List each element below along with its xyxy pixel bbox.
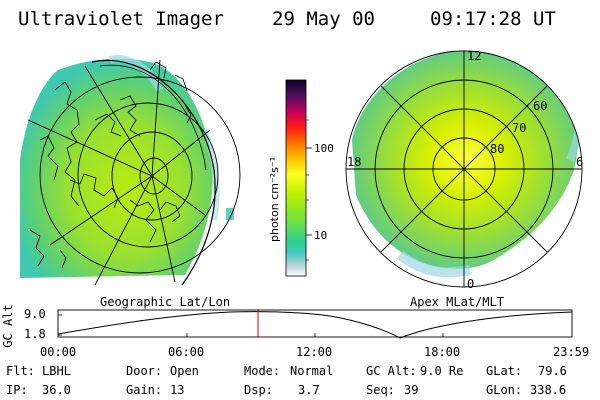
altitude-track [57, 309, 573, 339]
mlat-label-60: 60 [533, 99, 547, 113]
gain-label: Gain: [126, 383, 163, 397]
gcalt-label: GC Alt: [366, 364, 417, 378]
mode-label: Mode: [244, 364, 281, 378]
altitude-ytick-min: 1.8 [24, 327, 46, 341]
glat-label: GLat: [486, 364, 523, 378]
ip-label: IP: [6, 383, 28, 397]
colorbar: 100 10 photon cm⁻²s⁻¹ [268, 79, 334, 277]
mode-value: Normal [290, 364, 334, 378]
mlt-label-6: 6 [576, 155, 583, 169]
mlat-label-70: 70 [512, 121, 526, 135]
glon-label: GLon: [486, 383, 523, 397]
colorbar-unit-label: photon cm⁻²s⁻¹ [268, 157, 281, 242]
door-label: Door: [126, 364, 163, 378]
time-tick-1200: 12:00 [296, 345, 333, 359]
mlat-label-80: 80 [490, 142, 504, 156]
polar-emission [352, 51, 582, 269]
glon-value: 338.6 [530, 383, 567, 397]
mlt-label-0: 0 [467, 277, 474, 291]
flt-value: LBHL [42, 364, 71, 378]
time-tick-2359: 23:59 [553, 345, 590, 359]
altitude-ytick-max: 9.0 [24, 307, 46, 321]
geographic-emission [20, 58, 213, 278]
ip-value: 36.0 [42, 383, 71, 397]
polar-panel-label: Apex MLat/MLT [410, 295, 504, 309]
geographic-panel-label: Geographic Lat/Lon [100, 295, 231, 309]
glat-value: 79.6 [538, 364, 567, 378]
altitude-ylabel: GC Alt [1, 304, 15, 348]
colorbar-tick-10: 10 [314, 229, 327, 242]
flt-label: Flt: [6, 364, 35, 378]
dsp-label: Dsp: [244, 383, 273, 397]
mlt-label-12: 12 [467, 49, 481, 63]
time-tick-0000: 00:00 [40, 345, 77, 359]
door-value: Open [170, 364, 199, 378]
seq-value: 39 [404, 383, 419, 397]
polar-plot: 12 18 6 0 60 70 80 [345, 49, 583, 291]
colorbar-tick-100: 100 [314, 142, 334, 155]
gain-value: 13 [170, 383, 185, 397]
dsp-value: 3.7 [298, 383, 320, 397]
mlt-label-18: 18 [347, 155, 361, 169]
time-tick-1800: 18:00 [424, 345, 461, 359]
gcalt-value: 9.0 Re [420, 364, 464, 378]
date-label: 29 May 00 [272, 8, 375, 30]
seq-label: Seq: [366, 383, 395, 397]
instrument-title: Ultraviolet Imager [18, 8, 224, 30]
time-tick-0600: 06:00 [168, 345, 205, 359]
altitude-curve [57, 311, 573, 339]
geographic-map [20, 55, 241, 286]
time-label: 09:17:28 UT [430, 8, 556, 30]
